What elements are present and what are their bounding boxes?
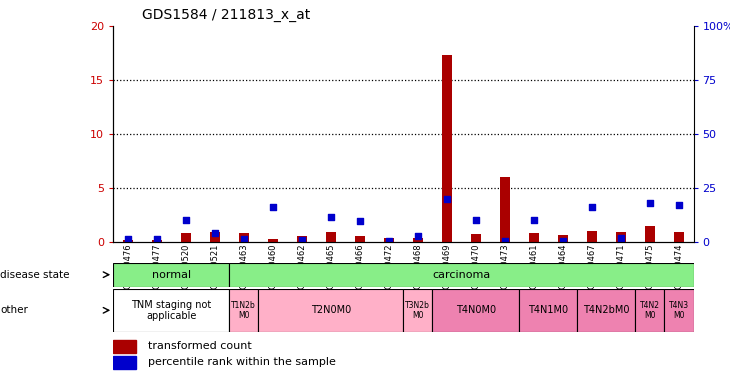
Bar [635, 289, 664, 332]
Text: other: other [0, 305, 28, 315]
Bar [210, 232, 220, 242]
Text: disease state: disease state [0, 270, 69, 280]
Text: T4N3
M0: T4N3 M0 [669, 301, 689, 320]
Point [354, 218, 366, 224]
Bar [239, 233, 249, 242]
Text: GDS1584 / 211813_x_at: GDS1584 / 211813_x_at [142, 9, 310, 22]
Point [122, 236, 134, 242]
Bar [296, 237, 307, 242]
Bar [113, 262, 229, 287]
Text: T4N2bM0: T4N2bM0 [583, 305, 630, 315]
Point [180, 217, 191, 223]
Bar [587, 231, 597, 242]
Point [499, 238, 511, 244]
Text: carcinoma: carcinoma [432, 270, 491, 280]
Bar [113, 340, 137, 352]
Text: T4N2
M0: T4N2 M0 [640, 301, 660, 320]
Bar [258, 289, 404, 332]
Point [296, 237, 307, 243]
Bar [412, 238, 423, 242]
Point [528, 217, 539, 223]
Point [209, 230, 220, 236]
Bar [229, 262, 693, 287]
Point [325, 214, 337, 220]
Point [267, 204, 279, 210]
Text: percentile rank within the sample: percentile rank within the sample [148, 357, 336, 367]
Bar [152, 240, 162, 242]
Point [412, 234, 423, 240]
Point [383, 238, 395, 244]
Point [470, 217, 482, 223]
Text: T4N0M0: T4N0M0 [456, 305, 496, 315]
Bar [645, 226, 655, 242]
Bar [520, 289, 577, 332]
Bar [384, 238, 394, 242]
Bar [432, 289, 520, 332]
Bar [500, 177, 510, 242]
Point [615, 235, 627, 241]
Text: TNM staging not
applicable: TNM staging not applicable [131, 300, 211, 321]
Point [238, 236, 250, 242]
Text: T4N1M0: T4N1M0 [529, 305, 569, 315]
Text: T1N2b
M0: T1N2b M0 [231, 301, 256, 320]
Bar [113, 356, 137, 369]
Bar [558, 236, 568, 242]
Point [557, 238, 569, 244]
Text: transformed count: transformed count [148, 341, 252, 351]
Bar [529, 233, 539, 242]
Text: normal: normal [152, 270, 191, 280]
Bar [123, 240, 133, 242]
Bar [113, 289, 229, 332]
Bar [674, 232, 684, 242]
Bar [326, 232, 336, 242]
Point [673, 202, 685, 208]
Bar [229, 289, 258, 332]
Text: T2N0M0: T2N0M0 [311, 305, 351, 315]
Bar [180, 233, 191, 242]
Bar [664, 289, 694, 332]
Point [151, 236, 163, 242]
Bar [442, 56, 452, 242]
Bar [268, 238, 278, 242]
Point [644, 200, 656, 206]
Bar [404, 289, 432, 332]
Point [586, 204, 598, 210]
Point [441, 196, 453, 202]
Text: T3N2b
M0: T3N2b M0 [405, 301, 430, 320]
Bar [471, 234, 481, 242]
Bar [616, 232, 626, 242]
Bar [577, 289, 635, 332]
Bar [355, 237, 365, 242]
